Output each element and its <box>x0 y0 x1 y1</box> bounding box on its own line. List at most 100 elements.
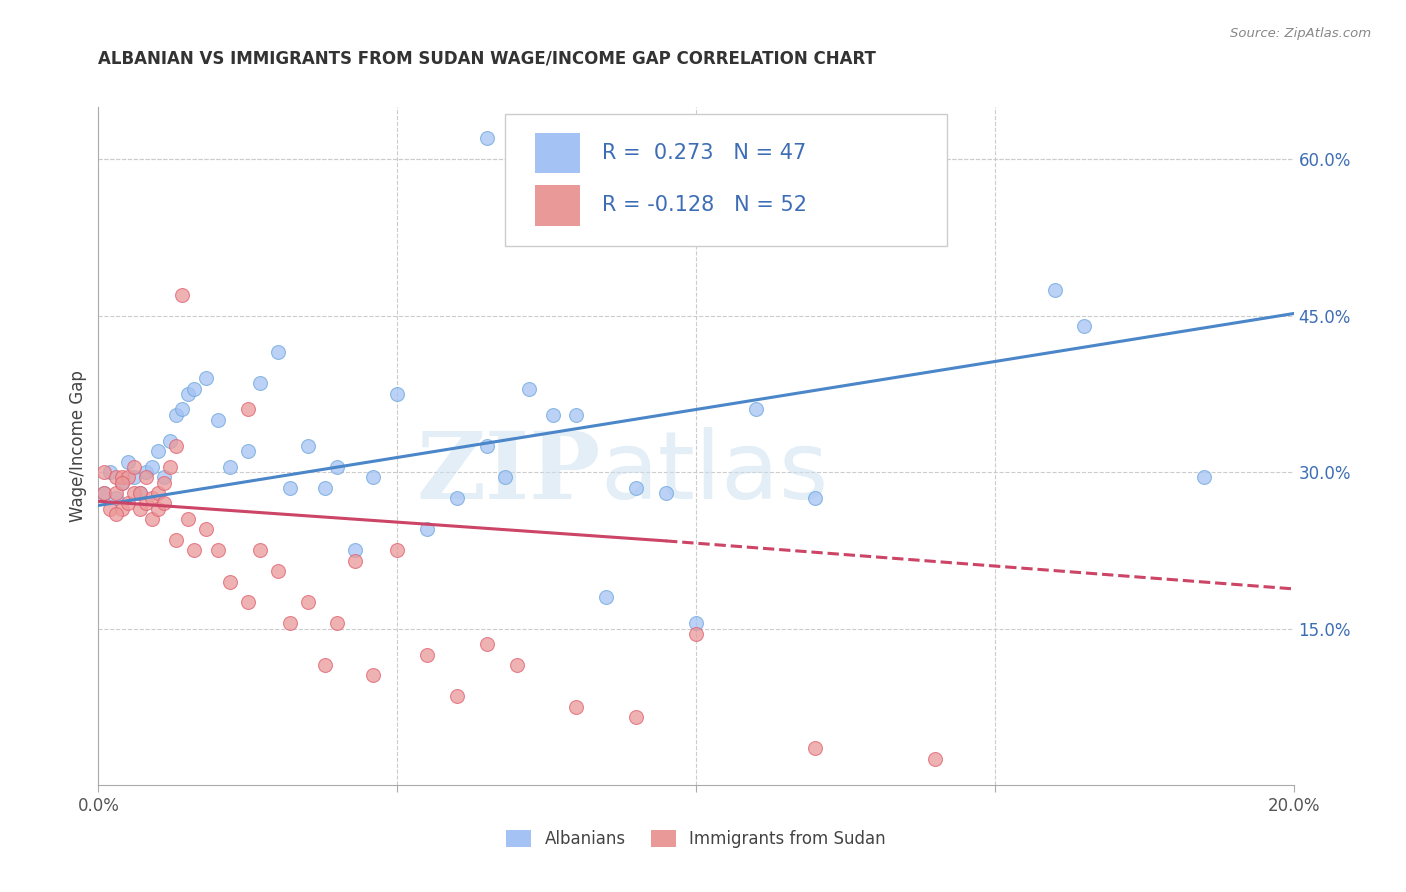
Point <box>517 382 540 396</box>
Point <box>626 481 648 495</box>
Point <box>207 413 229 427</box>
Point <box>494 470 516 484</box>
Point <box>267 564 290 578</box>
Point <box>297 439 319 453</box>
Point <box>1192 470 1215 484</box>
Point <box>153 475 176 490</box>
Point <box>117 455 139 469</box>
Point <box>172 287 194 301</box>
Point <box>249 543 271 558</box>
Point <box>655 486 678 500</box>
Point <box>129 486 152 500</box>
Text: R =  0.273   N = 47: R = 0.273 N = 47 <box>602 143 806 163</box>
Point <box>153 496 176 510</box>
Point <box>124 470 146 484</box>
Point <box>141 491 163 505</box>
Point <box>475 439 498 453</box>
Text: atlas: atlas <box>600 427 828 519</box>
Point <box>135 470 157 484</box>
Point <box>363 470 385 484</box>
Point <box>148 501 170 516</box>
Point <box>129 486 152 500</box>
Point <box>385 543 409 558</box>
Text: Source: ZipAtlas.com: Source: ZipAtlas.com <box>1230 27 1371 40</box>
Point <box>93 486 115 500</box>
Point <box>475 131 498 145</box>
Point <box>315 658 337 673</box>
Point <box>124 459 146 474</box>
Point <box>105 486 128 500</box>
Point <box>105 507 128 521</box>
Point <box>159 434 181 448</box>
Point <box>172 402 194 417</box>
Point <box>326 459 349 474</box>
Point <box>236 402 259 417</box>
Point <box>297 595 319 609</box>
Point <box>249 376 271 391</box>
Point <box>446 491 468 505</box>
Point <box>111 475 134 490</box>
Point <box>117 496 139 510</box>
FancyBboxPatch shape <box>534 133 581 173</box>
Point <box>416 523 439 537</box>
Point <box>93 486 115 500</box>
Point <box>148 444 170 458</box>
Point <box>416 648 439 662</box>
Point <box>595 591 617 605</box>
Point <box>236 595 259 609</box>
Point <box>541 408 564 422</box>
Point <box>1073 319 1095 334</box>
Point <box>98 501 122 516</box>
Point <box>165 439 187 453</box>
Point <box>129 501 152 516</box>
Point <box>135 496 157 510</box>
Point <box>165 533 187 547</box>
Point <box>344 543 367 558</box>
Point <box>111 501 134 516</box>
Point <box>385 387 409 401</box>
Point <box>207 543 229 558</box>
Text: ZIP: ZIP <box>416 428 600 518</box>
Point <box>804 491 827 505</box>
Point <box>105 470 128 484</box>
Point <box>177 512 200 526</box>
Point <box>363 668 385 682</box>
Point <box>148 486 170 500</box>
FancyBboxPatch shape <box>534 185 581 226</box>
Point <box>924 752 946 766</box>
Point <box>141 512 163 526</box>
Point <box>195 371 218 385</box>
Point <box>117 470 139 484</box>
Point <box>626 710 648 724</box>
Point <box>105 491 128 505</box>
Point <box>183 382 205 396</box>
Point <box>475 637 498 651</box>
Point <box>135 465 157 479</box>
Point <box>565 408 588 422</box>
Point <box>446 690 468 704</box>
Point <box>165 408 187 422</box>
Point <box>267 345 290 359</box>
Point <box>1043 283 1066 297</box>
Point <box>804 741 827 756</box>
FancyBboxPatch shape <box>505 114 948 246</box>
Point <box>565 699 588 714</box>
Point <box>278 616 301 631</box>
Text: R = -0.128   N = 52: R = -0.128 N = 52 <box>602 195 807 215</box>
Point <box>183 543 205 558</box>
Point <box>924 219 946 234</box>
Point <box>195 523 218 537</box>
Legend: Albanians, Immigrants from Sudan: Albanians, Immigrants from Sudan <box>499 823 893 855</box>
Point <box>685 616 707 631</box>
Point <box>141 459 163 474</box>
Point <box>111 475 134 490</box>
Point <box>93 465 115 479</box>
Point <box>219 459 242 474</box>
Point <box>124 486 146 500</box>
Point <box>236 444 259 458</box>
Point <box>177 387 200 401</box>
Point <box>315 481 337 495</box>
Point <box>159 459 181 474</box>
Point <box>506 658 529 673</box>
Point <box>344 554 367 568</box>
